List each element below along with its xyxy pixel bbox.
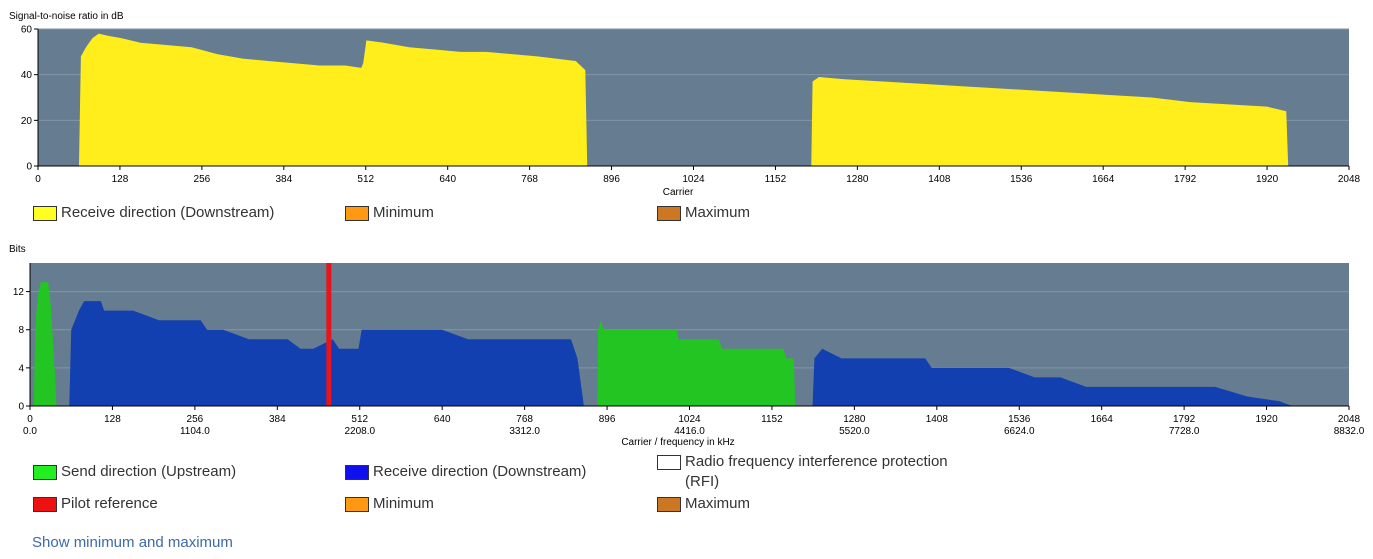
snr-x-tick-label: 128 xyxy=(112,174,129,185)
bits-x-tick-khz-label: 2208.0 xyxy=(344,426,375,437)
orange-swatch-icon xyxy=(345,497,369,512)
bits-legend-row-1: Send direction (Upstream) Receive direct… xyxy=(0,453,1373,490)
bits-legend-send: Send direction (Upstream) xyxy=(33,462,236,482)
bits-legend-pilot: Pilot reference xyxy=(33,494,158,514)
bits-x-tick-label: 1792 xyxy=(1173,414,1196,425)
bits-x-tick-label: 1408 xyxy=(926,414,949,425)
snr-x-tick-label: 1408 xyxy=(928,174,951,185)
snr-x-axis-title: Carrier xyxy=(663,187,694,195)
legend-label: Send direction (Upstream) xyxy=(61,463,237,480)
snr-x-tick-label: 896 xyxy=(603,174,620,185)
bits-y-tick-label: 4 xyxy=(18,363,24,374)
snr-series-area-0 xyxy=(78,33,1289,166)
bits-x-tick-khz-label: 3312.0 xyxy=(509,426,540,437)
bits-x-tick-label: 768 xyxy=(516,414,533,425)
bits-x-tick-khz-label: 8832.0 xyxy=(1334,426,1365,437)
snr-x-tick-label: 1024 xyxy=(682,174,705,185)
snr-x-tick-label: 768 xyxy=(521,174,538,185)
snr-y-tick-label: 20 xyxy=(21,116,33,127)
snr-x-tick-label: 384 xyxy=(275,174,292,185)
legend-label: Maximum xyxy=(685,495,751,512)
bits-y-tick-label: 8 xyxy=(18,325,24,336)
snr-y-axis-title: Signal-to-noise ratio in dB xyxy=(9,11,124,22)
bits-legend-receive: Receive direction (Downstream) xyxy=(345,462,586,482)
snr-x-tick-label: 1536 xyxy=(1010,174,1033,185)
bits-x-tick-khz-label: 1104.0 xyxy=(180,426,210,437)
snr-y-tick-label: 40 xyxy=(21,70,33,81)
legend-label: Maximum xyxy=(685,204,751,221)
snr-chart: Signal-to-noise ratio in dB 0 20 40 60 0 128… xyxy=(9,11,1361,195)
bits-series-area-0 xyxy=(33,282,796,406)
bits-x-tick-label: 512 xyxy=(351,414,368,425)
bits-x-tick-khz-label: 6624.0 xyxy=(1004,426,1035,437)
snr-x-tick-label: 1792 xyxy=(1174,174,1197,185)
bits-x-tick-label: 1536 xyxy=(1008,414,1031,425)
show-min-max-link[interactable]: Show minimum and maximum xyxy=(32,534,233,551)
legend-label: Radio frequency interference protection … xyxy=(685,453,948,490)
legend-label: Minimum xyxy=(373,495,434,512)
legend-label: Receive direction (Downstream) xyxy=(61,204,275,221)
legend-label: Pilot reference xyxy=(61,495,158,512)
snr-y-ticks: 0 20 40 60 xyxy=(21,25,38,173)
bits-legend-row-2: Pilot reference Minimum Maximum xyxy=(0,494,1373,514)
snr-x-tick-label: 512 xyxy=(357,174,374,185)
bits-y-tick-label: 0 xyxy=(18,402,24,413)
snr-x-tick-label: 1920 xyxy=(1256,174,1279,185)
bits-x-tick-label: 384 xyxy=(269,414,286,425)
bits-x-tick-label: 128 xyxy=(104,414,121,425)
snr-x-tick-label: 256 xyxy=(194,174,211,185)
snr-x-ticks: 0 128 256 384 512 640 768 896 1024 1152 1280 1408 15… xyxy=(35,166,1361,185)
snr-x-tick-label: 1280 xyxy=(846,174,869,185)
green-swatch-icon xyxy=(33,465,57,480)
bits-x-tick-khz-label: 0.0 xyxy=(23,426,37,437)
bits-x-tick-label: 640 xyxy=(434,414,451,425)
snr-y-tick-label: 60 xyxy=(21,25,33,36)
legend-label: Minimum xyxy=(373,204,434,221)
white-swatch-icon xyxy=(657,455,681,470)
bits-x-tick-khz-label: 4416.0 xyxy=(674,426,705,437)
bits-x-tick-label: 896 xyxy=(599,414,616,425)
pilot-reference-marker xyxy=(326,263,332,406)
snr-x-tick-label: 2048 xyxy=(1338,174,1361,185)
bits-x-tick-label: 1280 xyxy=(843,414,866,425)
red-swatch-icon xyxy=(33,497,57,512)
bits-legend-maximum: Maximum xyxy=(657,494,750,514)
snr-legend-maximum: Maximum xyxy=(657,203,750,223)
snr-x-tick-label: 1664 xyxy=(1092,174,1115,185)
bits-x-tick-khz-label: 5520.0 xyxy=(839,426,870,437)
snr-legend: Receive direction (Downstream) Minimum M… xyxy=(0,203,1373,223)
bits-series-area-1 xyxy=(69,301,1293,406)
bits-legend-rfi: Radio frequency interference protection … xyxy=(657,452,957,492)
brown-swatch-icon xyxy=(657,206,681,221)
snr-y-tick-label: 0 xyxy=(26,162,32,173)
snr-x-tick-label: 1152 xyxy=(765,174,787,185)
snr-x-tick-label: 640 xyxy=(439,174,456,185)
bits-y-axis-title: Bits xyxy=(9,244,26,255)
bits-x-tick-label: 1152 xyxy=(761,414,783,425)
bits-y-ticks: 0 4 8 12 xyxy=(13,287,30,413)
snr-legend-receive: Receive direction (Downstream) xyxy=(33,203,274,223)
bits-x-axis-title: Carrier / frequency in kHz xyxy=(621,437,734,448)
snr-x-tick-label: 0 xyxy=(35,174,41,185)
orange-swatch-icon xyxy=(345,206,369,221)
bits-y-tick-label: 12 xyxy=(13,287,25,298)
bits-x-tick-label: 1920 xyxy=(1255,414,1278,425)
snr-legend-minimum: Minimum xyxy=(345,203,434,223)
brown-swatch-icon xyxy=(657,497,681,512)
bits-x-tick-label: 0 xyxy=(27,414,33,425)
bits-x-tick-label: 2048 xyxy=(1338,414,1361,425)
bits-x-tick-label: 1024 xyxy=(678,414,701,425)
legend-label: Receive direction (Downstream) xyxy=(373,463,587,480)
yellow-swatch-icon xyxy=(33,206,57,221)
bits-x-tick-khz-label: 7728.0 xyxy=(1169,426,1200,437)
bits-x-tick-label: 256 xyxy=(187,414,204,425)
bits-x-tick-label: 1664 xyxy=(1091,414,1114,425)
bits-legend-minimum: Minimum xyxy=(345,494,434,514)
blue-swatch-icon xyxy=(345,465,369,480)
